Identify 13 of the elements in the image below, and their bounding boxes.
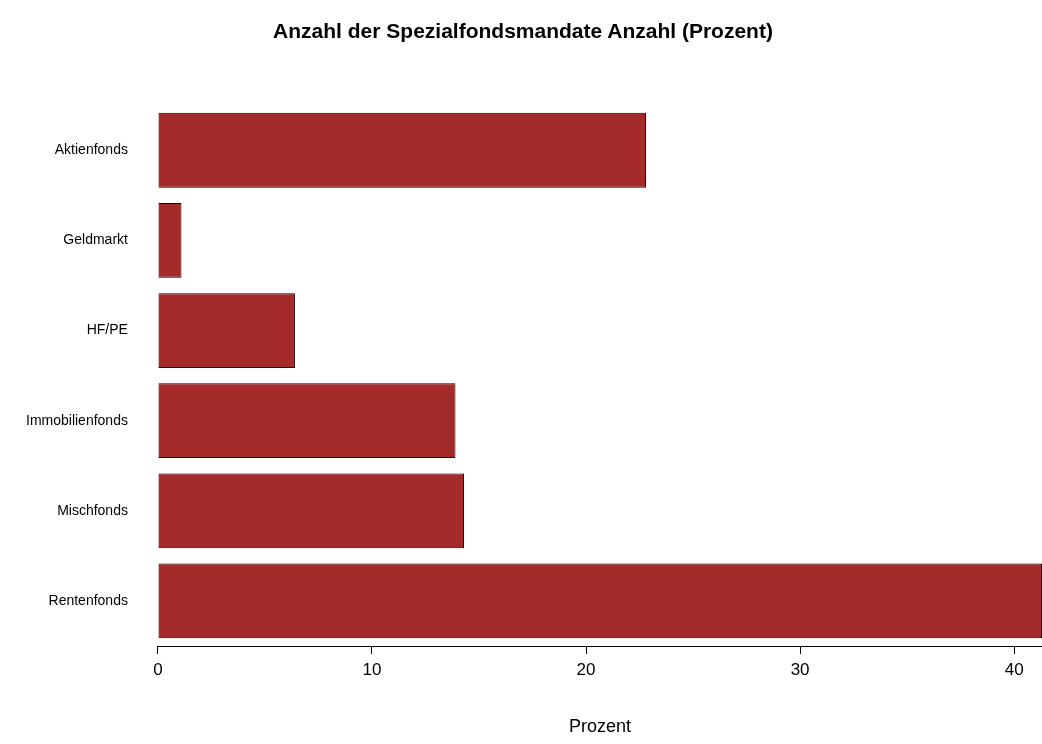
y-tick-label: HF/PE: [86, 321, 128, 338]
x-axis-title: Prozent: [568, 716, 631, 737]
y-tick-label: Geldmarkt: [63, 231, 129, 248]
y-tick-label: Mischfonds: [57, 501, 128, 518]
x-tick-label: 20: [576, 659, 596, 679]
x-tick-label: 40: [1004, 659, 1024, 679]
chart-title: Anzahl der Spezialfondsmandate Anzahl (Prozent): [273, 19, 773, 43]
x-tick-label: 10: [362, 659, 382, 679]
y-tick-label: Rentenfonds: [48, 591, 128, 608]
x-tick-label: 30: [790, 659, 810, 679]
x-tick-label: 0: [153, 659, 163, 679]
y-tick-label: Immobilienfonds: [26, 411, 128, 428]
y-tick-label: Aktienfonds: [54, 141, 128, 158]
